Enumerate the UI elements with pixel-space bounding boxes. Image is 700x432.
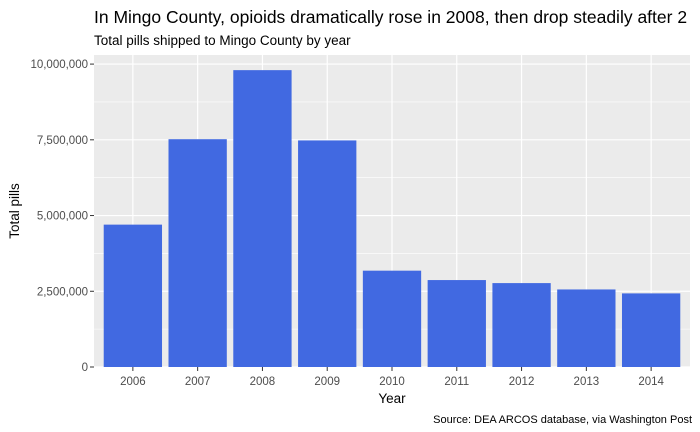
y-axis-title: Total pills — [7, 183, 22, 239]
x-tick-label: 2014 — [638, 376, 664, 388]
y-tick-label: 10,000,000 — [30, 59, 88, 71]
bar-2014 — [621, 293, 681, 367]
x-tick-label: 2007 — [185, 376, 211, 388]
chart-subtitle: Total pills shipped to Mingo County by y… — [94, 33, 351, 48]
chart-caption: Source: DEA ARCOS database, via Washingt… — [433, 414, 692, 426]
x-tick-label: 2008 — [250, 376, 276, 388]
y-tick-label: 7,500,000 — [37, 135, 88, 147]
x-tick-label: 2011 — [444, 376, 469, 388]
bar-2009 — [298, 140, 357, 367]
x-tick-label: 2009 — [314, 376, 340, 388]
bar-2008 — [233, 70, 292, 367]
x-tick-label: 2006 — [120, 376, 146, 388]
x-tick-label: 2012 — [509, 376, 535, 388]
bar-2006 — [103, 224, 163, 367]
bar-2010 — [362, 270, 422, 367]
y-tick-label: 5,000,000 — [37, 211, 88, 223]
bar-2007 — [168, 139, 227, 367]
bar-2013 — [557, 289, 616, 367]
chart-title: In Mingo County, opioids dramatically ro… — [94, 7, 687, 27]
bar-2011 — [427, 280, 486, 367]
bar-2012 — [492, 283, 551, 367]
bars — [103, 70, 681, 367]
x-tick-label: 2010 — [379, 376, 405, 388]
x-axis: 2006 2007 2008 2009 2010 2011 2012 2013 2014 — [120, 367, 665, 388]
y-tick-label: 2,500,000 — [37, 286, 88, 298]
x-axis-title: Year — [378, 391, 406, 406]
y-tick-label: 0 — [82, 362, 88, 374]
x-tick-label: 2013 — [574, 376, 600, 388]
y-axis: 0 2,500,000 5,000,000 7,500,000 10,000,000 — [30, 59, 94, 374]
